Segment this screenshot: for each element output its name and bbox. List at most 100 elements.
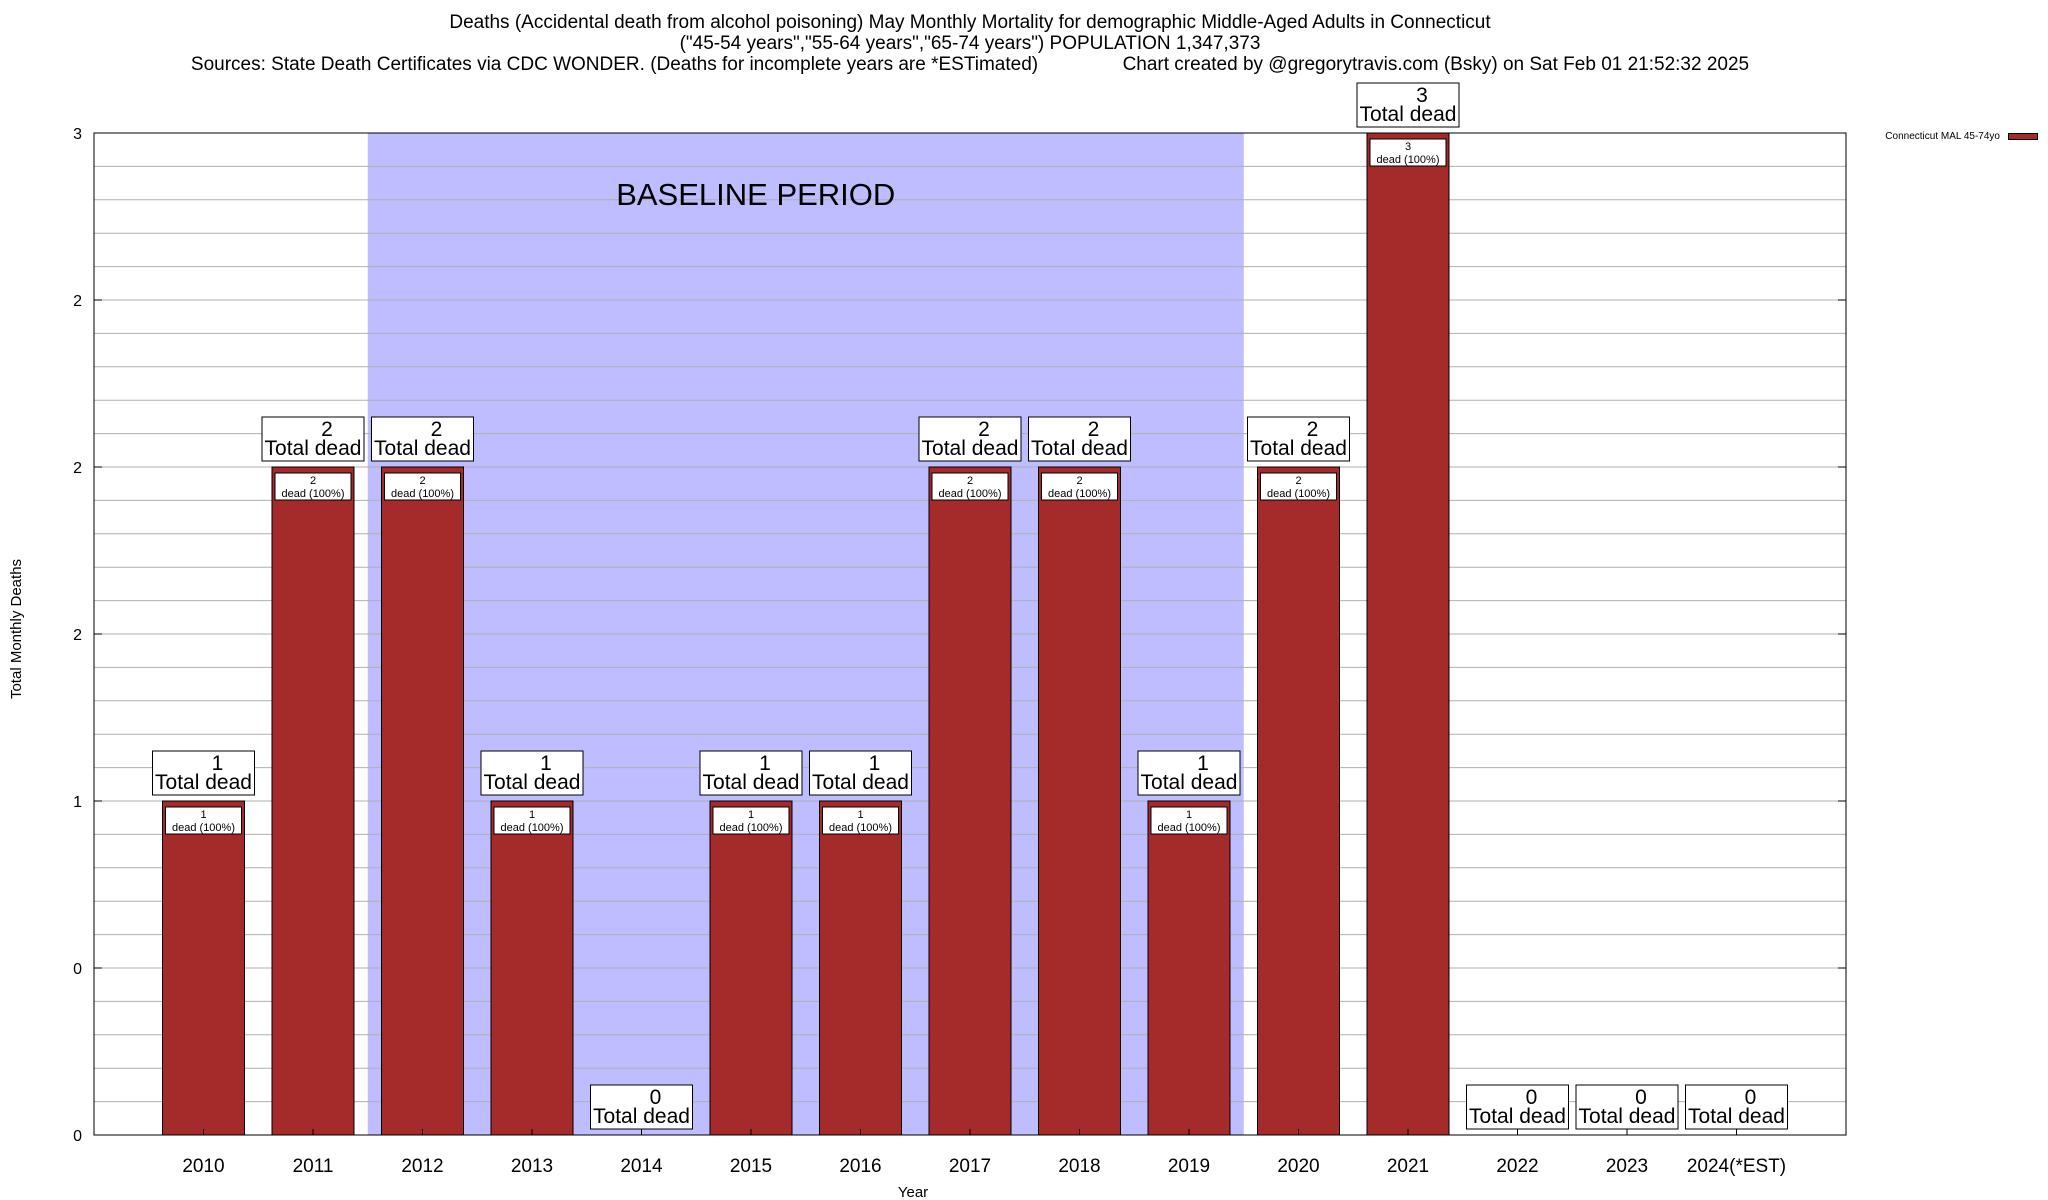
x-tick-label: 2011 [293,1156,334,1177]
total-label-value: 0 [1745,1086,1757,1109]
total-label-box [1466,1084,1569,1130]
x-axis-label: Year [898,1184,928,1200]
total-label-value: 3 [1416,84,1428,107]
x-tick-label: 2019 [1168,1156,1210,1177]
inner-label-box [1041,472,1118,501]
total-label-box [261,416,365,462]
y-axis-label: Total Monthly Deaths [8,559,25,699]
inner-label-text: dead (100%) [501,822,564,834]
total-label-value: 2 [1088,418,1100,441]
total-label-box [1028,416,1131,462]
total-label-text: Total dead [484,771,581,794]
x-tick-label: 2016 [839,1156,881,1177]
inner-label-text: dead (100%) [1048,488,1111,500]
inner-label-value: 2 [967,475,973,487]
bar-2019 [1147,800,1231,1136]
total-label-box [1575,1084,1679,1130]
x-tick-label: 2017 [949,1156,991,1177]
inner-label-value: 1 [200,809,206,821]
bar-2017 [928,466,1012,1136]
inner-label-box [165,806,242,835]
inner-label-value: 1 [529,809,535,821]
total-label-box [1137,750,1241,796]
inner-label-value: 2 [310,475,316,487]
total-label-text: Total dead [1579,1105,1676,1128]
total-label-text: Total dead [593,1105,690,1128]
total-label-text: Total dead [812,771,909,794]
inner-label-box [1260,472,1337,501]
total-label-value: 1 [540,752,552,775]
total-label-value: 2 [321,418,333,441]
total-label-box [1685,1084,1788,1130]
total-label-box [590,1084,693,1130]
total-label-box [1356,82,1460,128]
x-tick-label: 2024(*EST) [1687,1156,1786,1177]
inner-label-text: dead (100%) [720,822,783,834]
bar-2010 [162,800,245,1136]
total-label-text: Total dead [265,437,362,460]
bar-2015 [709,800,793,1136]
total-label-text: Total dead [703,771,800,794]
bar-2021 [1366,132,1450,1136]
inner-label-text: dead (100%) [1158,822,1221,834]
y-tick-label: 0 [73,961,82,978]
inner-label-box [1150,806,1228,835]
total-label-box [480,750,584,796]
inner-label-value: 1 [857,809,863,821]
total-label-box [152,750,255,796]
inner-label-text: dead (100%) [939,488,1002,500]
inner-label-value: 1 [748,809,754,821]
inner-label-box [931,472,1009,501]
chart-title-block: Deaths (Accidental death from alcohol po… [0,12,1940,75]
inner-label-text: dead (100%) [172,822,235,834]
inner-label-text: dead (100%) [391,488,454,500]
x-tick-label: 2023 [1606,1156,1648,1177]
bar-2013 [490,800,574,1136]
legend-swatch [2008,133,2038,140]
total-label-box [809,750,912,796]
total-label-text: Total dead [922,437,1019,460]
inner-label-box [712,806,790,835]
inner-label-value: 2 [1295,475,1301,487]
total-label-box [371,416,474,462]
total-label-value: 1 [759,752,771,775]
total-label-value: 1 [1197,752,1209,775]
x-tick-label: 2022 [1496,1156,1538,1177]
total-label-text: Total dead [1360,103,1457,126]
total-label-value: 2 [431,418,443,441]
baseline-label: BASELINE PERIOD [616,177,895,212]
inner-label-box [822,806,899,835]
y-tick-label: 2 [73,627,82,644]
inner-label-box [493,806,571,835]
y-tick-label: 2 [73,460,82,477]
bar-2012 [381,466,464,1136]
y-tick-label: 3 [73,126,82,143]
total-label-text: Total dead [374,437,471,460]
y-tick-label: 1 [73,794,82,811]
y-tick-label: 2 [73,293,82,310]
total-label-text: Total dead [1141,771,1238,794]
total-label-value: 1 [869,752,881,775]
x-tick-label: 2012 [401,1156,443,1177]
legend-label: Connecticut MAL 45-74yo [1885,131,2000,142]
total-label-text: Total dead [155,771,252,794]
total-label-value: 0 [650,1086,662,1109]
x-tick-label: 2018 [1058,1156,1100,1177]
inner-label-box [1369,138,1447,167]
inner-label-text: dead (100%) [1267,488,1330,500]
chart-title: Deaths (Accidental death from alcohol po… [449,12,1491,33]
chart-legend: Connecticut MAL 45-74yo [1885,131,2038,142]
total-label-text: Total dead [1031,437,1128,460]
y-tick-label: 0 [73,1128,82,1145]
total-label-value: 0 [1635,1086,1647,1109]
bar-2020 [1257,466,1340,1136]
total-label-value: 0 [1526,1086,1538,1109]
chart-sources-credit: Sources: State Death Certificates via CD… [0,54,1940,75]
x-tick-label: 2013 [511,1156,553,1177]
chart-credit: Chart created by @gregorytravis.com (Bsk… [1122,54,1750,75]
total-label-value: 2 [1307,418,1319,441]
x-tick-label: 2021 [1387,1156,1429,1177]
bar-2018 [1038,466,1121,1136]
bar-2011 [271,466,355,1136]
inner-label-box [384,472,461,501]
